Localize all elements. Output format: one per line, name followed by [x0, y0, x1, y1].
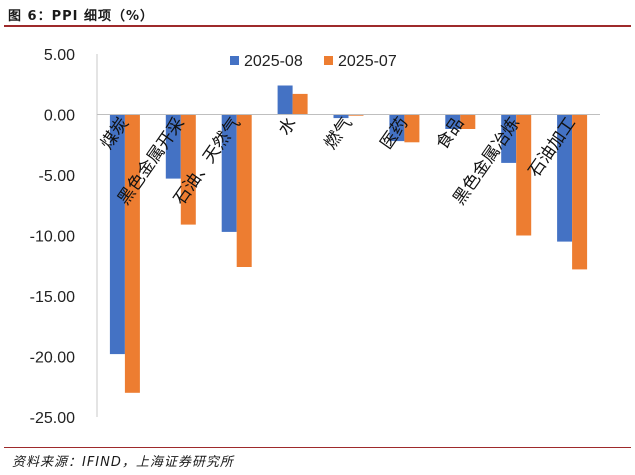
bar-2025-08-石油加工 — [557, 114, 573, 242]
bar-2025-07-燃气 — [348, 114, 364, 116]
bar-2025-08-水 — [277, 85, 293, 115]
y-tick-label: 0.00 — [44, 108, 75, 125]
bar-2025-08-石油、天然气 — [221, 114, 237, 232]
y-tick-label: -15.00 — [30, 289, 75, 306]
bar-2025-08-黑色金属开采 — [165, 114, 181, 179]
source-note: 资料来源：IFIND，上海证券研究所 — [12, 455, 234, 470]
category-label: 水 — [275, 114, 301, 139]
category-label: 燃气 — [321, 114, 357, 153]
y-tick-label: -5.00 — [39, 168, 76, 185]
bar-2025-07-医药 — [404, 114, 420, 143]
y-tick-label: -20.00 — [30, 350, 75, 367]
y-tick-label: -10.00 — [30, 229, 75, 246]
figure-header: 图 6：PPI 细项（%） — [0, 0, 635, 27]
y-tick-label: -25.00 — [30, 410, 75, 427]
legend-swatch-2025-07 — [324, 56, 333, 65]
legend-label: 2025-08 — [244, 53, 303, 70]
footer-divider — [4, 447, 631, 448]
bar-2025-08-黑色金属冶炼 — [501, 114, 517, 163]
header-divider — [4, 25, 631, 27]
bar-2025-08-燃气 — [333, 114, 349, 119]
bar-2025-07-黑色金属冶炼 — [516, 114, 532, 236]
bar-2025-08-医药 — [389, 114, 405, 142]
bar-2025-08-煤炭 — [109, 114, 125, 355]
bar-2025-07-黑色金属开采 — [180, 114, 196, 225]
bar-2025-07-食品 — [460, 114, 476, 129]
bar-2025-07-石油、天然气 — [236, 114, 252, 267]
bar-2025-07-石油加工 — [572, 114, 588, 270]
legend-swatch-2025-08 — [230, 56, 239, 65]
legend-label: 2025-07 — [338, 53, 397, 70]
y-tick-label: 5.00 — [44, 47, 75, 64]
bar-2025-08-食品 — [445, 114, 461, 129]
bar-2025-07-煤炭 — [124, 114, 140, 393]
figure-title: 图 6：PPI 细项（%） — [8, 9, 155, 24]
bar-chart: 5.000.00-5.00-10.00-15.00-20.00-25.00煤炭黑… — [30, 47, 600, 427]
bar-2025-07-水 — [292, 93, 308, 115]
